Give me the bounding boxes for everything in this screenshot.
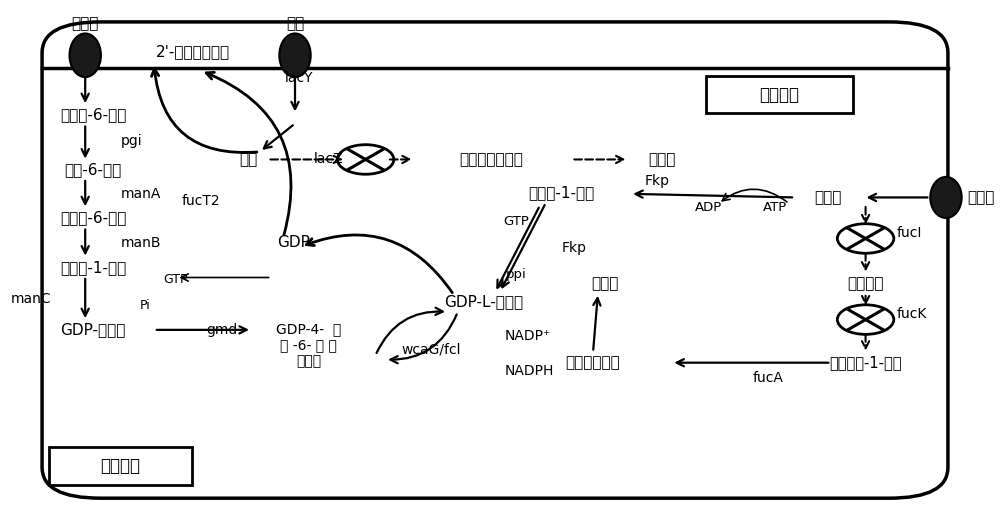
- Text: 葡萄糖: 葡萄糖: [72, 17, 99, 31]
- Text: wcaG/fcl: wcaG/fcl: [402, 342, 461, 357]
- Text: 磷酸二氢丙酮: 磷酸二氢丙酮: [566, 355, 620, 370]
- Text: ATP: ATP: [763, 201, 788, 214]
- FancyBboxPatch shape: [706, 76, 853, 114]
- Text: manC: manC: [11, 292, 52, 306]
- Text: GDP-4-  酮
基 -6- 脱 氧
甘露糖: GDP-4- 酮 基 -6- 脱 氧 甘露糖: [276, 322, 341, 368]
- Text: 墨角藻糖: 墨角藻糖: [847, 276, 884, 291]
- Text: Fkp: Fkp: [562, 241, 587, 255]
- Text: 半乳糖和葡萄糖: 半乳糖和葡萄糖: [459, 152, 523, 167]
- Text: 乳糖: 乳糖: [286, 17, 304, 31]
- Text: 糖酵解: 糖酵解: [591, 276, 618, 291]
- Text: fucA: fucA: [752, 371, 783, 385]
- Text: 岩藻糖-1-磷酸: 岩藻糖-1-磷酸: [529, 185, 595, 200]
- Text: Fkp: Fkp: [644, 174, 669, 188]
- Text: ppi: ppi: [506, 268, 527, 281]
- Text: 补救途径: 补救途径: [759, 86, 799, 104]
- Text: 岩藻糖: 岩藻糖: [815, 190, 842, 205]
- Text: GTP: GTP: [504, 215, 530, 228]
- Text: 墨角藻糖-1-磷酸: 墨角藻糖-1-磷酸: [829, 355, 902, 370]
- Text: GDP-L-岩藻糖: GDP-L-岩藻糖: [444, 294, 523, 309]
- Text: fucT2: fucT2: [182, 194, 220, 207]
- Text: 从头合成: 从头合成: [100, 457, 140, 475]
- Ellipse shape: [70, 34, 101, 77]
- Text: NADP⁺: NADP⁺: [505, 329, 551, 343]
- Ellipse shape: [930, 177, 962, 218]
- FancyBboxPatch shape: [49, 447, 192, 485]
- Text: fucI: fucI: [897, 227, 922, 240]
- FancyBboxPatch shape: [42, 22, 948, 498]
- Text: GDP-甘露糖: GDP-甘露糖: [60, 322, 126, 337]
- Text: manA: manA: [120, 187, 161, 201]
- Text: 甘露糖-6-磷酸: 甘露糖-6-磷酸: [60, 211, 126, 225]
- Text: GDP: GDP: [278, 235, 310, 250]
- Text: 糖酵解: 糖酵解: [648, 152, 675, 167]
- Text: ADP: ADP: [695, 201, 722, 214]
- Text: lacY: lacY: [285, 71, 313, 85]
- Text: 葡萄糖-6-磷酸: 葡萄糖-6-磷酸: [60, 107, 126, 122]
- Text: gmd: gmd: [206, 323, 237, 337]
- Text: 果糖-6-磷酸: 果糖-6-磷酸: [64, 162, 122, 177]
- Text: GTP: GTP: [164, 273, 188, 286]
- Text: fucK: fucK: [897, 308, 927, 321]
- Text: 乳糖: 乳糖: [239, 152, 257, 167]
- Ellipse shape: [279, 34, 311, 77]
- Text: pgi: pgi: [120, 134, 142, 148]
- Text: 2'-岩藻糖基乳糖: 2'-岩藻糖基乳糖: [156, 44, 230, 59]
- Text: Pi: Pi: [140, 299, 151, 312]
- Text: NADPH: NADPH: [505, 364, 554, 378]
- Text: lacZ: lacZ: [314, 152, 343, 167]
- Text: manB: manB: [120, 236, 161, 250]
- Text: 甘露糖-1-磷酸: 甘露糖-1-磷酸: [60, 260, 126, 275]
- Text: 岩藻糖: 岩藻糖: [968, 190, 995, 205]
